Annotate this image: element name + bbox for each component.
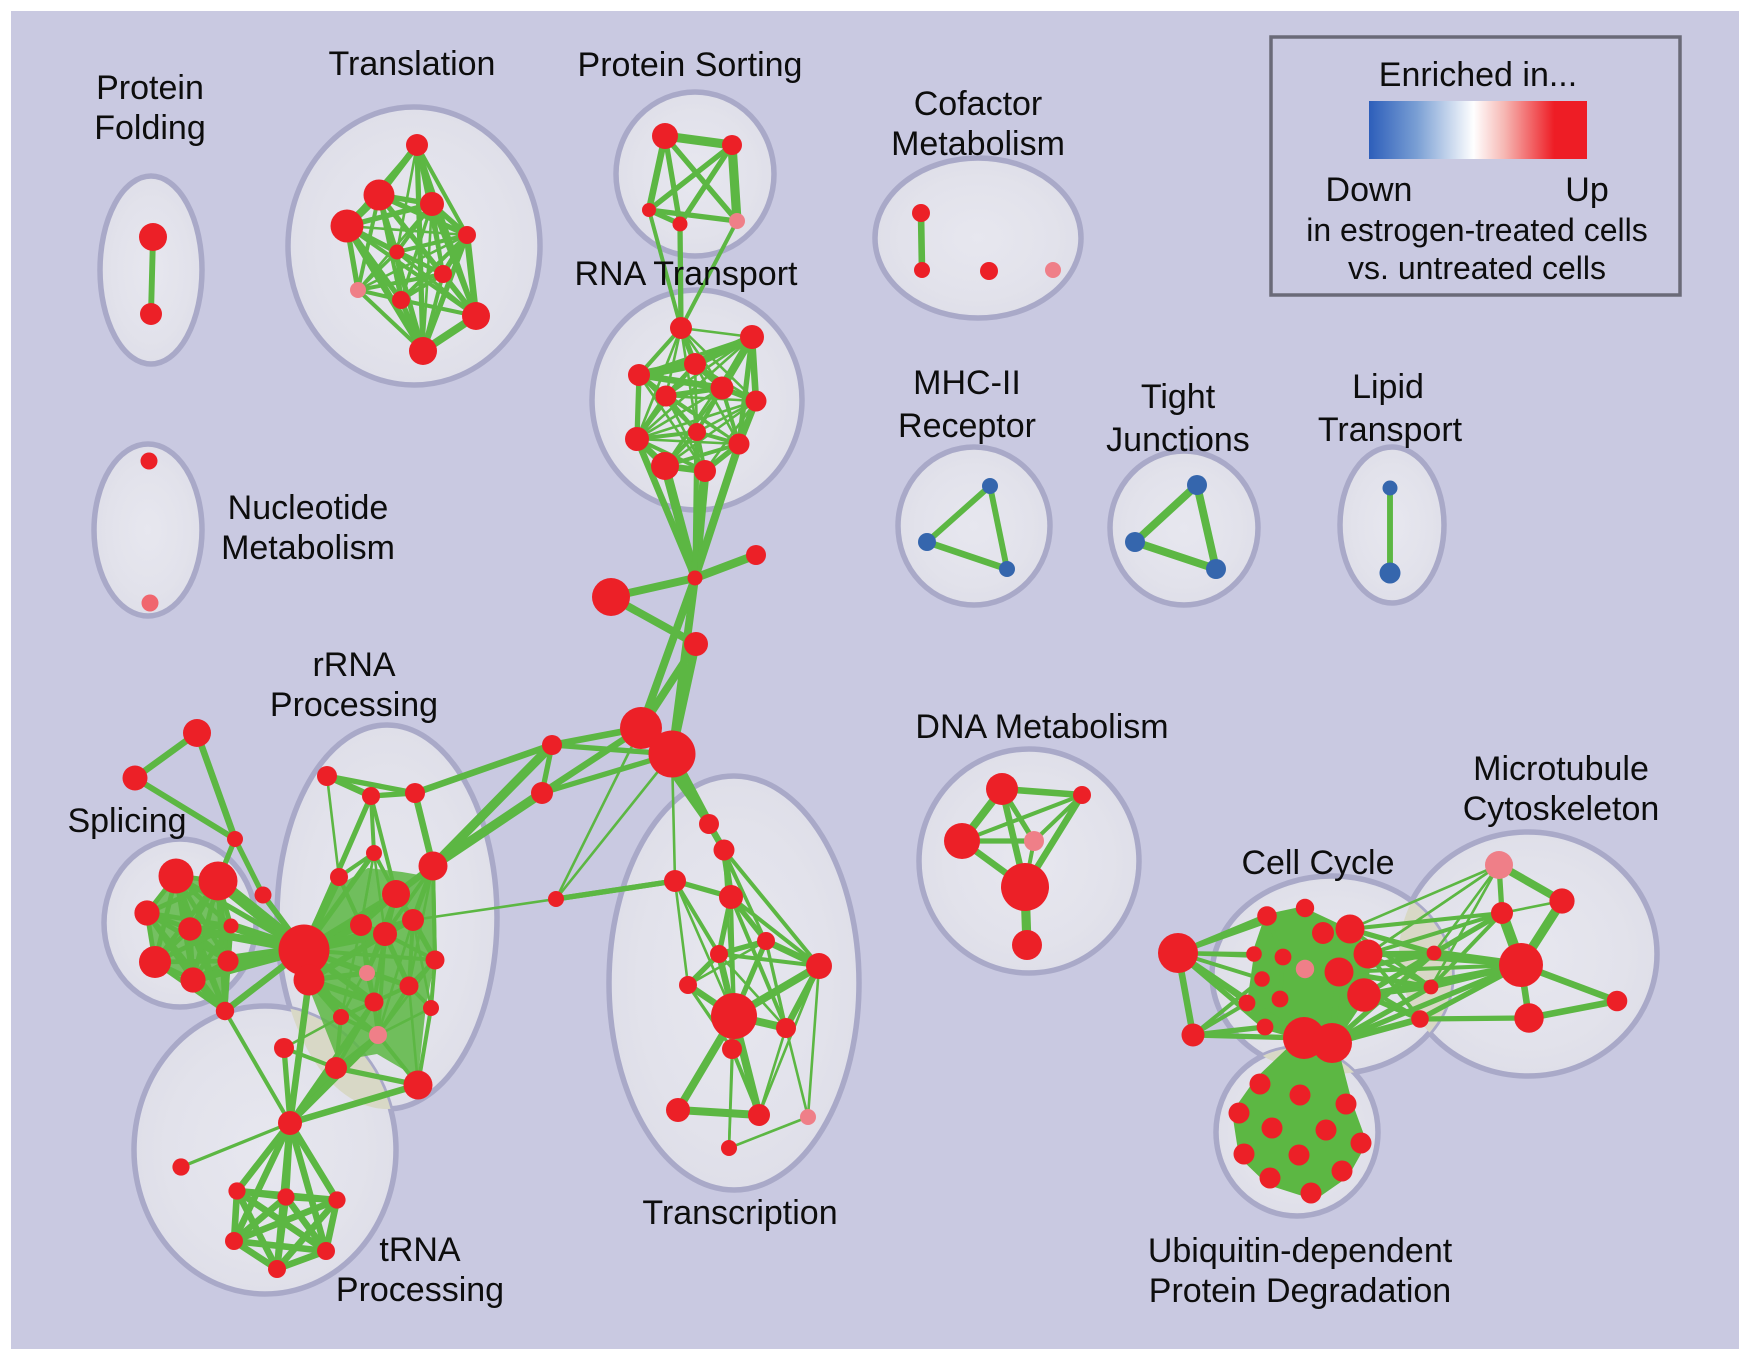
svg-text:Processing: Processing bbox=[270, 686, 438, 724]
svg-text:Cofactor: Cofactor bbox=[914, 85, 1043, 123]
svg-text:MHC-II: MHC-II bbox=[913, 364, 1021, 402]
svg-text:Protein Sorting: Protein Sorting bbox=[578, 46, 803, 84]
svg-text:Metabolism: Metabolism bbox=[221, 529, 395, 567]
svg-text:in estrogen-treated cells: in estrogen-treated cells bbox=[1306, 212, 1648, 248]
svg-text:RNA Transport: RNA Transport bbox=[575, 255, 799, 293]
svg-text:Junctions: Junctions bbox=[1106, 421, 1250, 459]
svg-text:Microtubule: Microtubule bbox=[1473, 750, 1649, 788]
svg-text:Metabolism: Metabolism bbox=[891, 125, 1065, 163]
svg-text:Splicing: Splicing bbox=[67, 802, 186, 840]
svg-text:Ubiquitin-dependent: Ubiquitin-dependent bbox=[1148, 1232, 1453, 1270]
svg-text:Down: Down bbox=[1326, 171, 1413, 209]
svg-text:vs. untreated cells: vs. untreated cells bbox=[1348, 250, 1606, 286]
svg-text:Receptor: Receptor bbox=[898, 407, 1036, 445]
svg-text:Lipid: Lipid bbox=[1352, 368, 1424, 406]
svg-text:Protein: Protein bbox=[96, 69, 204, 107]
svg-text:Transcription: Transcription bbox=[642, 1194, 837, 1232]
svg-text:rRNA: rRNA bbox=[312, 646, 395, 684]
svg-text:Translation: Translation bbox=[329, 45, 496, 83]
svg-text:tRNA: tRNA bbox=[379, 1231, 461, 1269]
svg-text:Cytoskeleton: Cytoskeleton bbox=[1463, 790, 1660, 828]
svg-text:Processing: Processing bbox=[336, 1271, 504, 1309]
svg-text:DNA Metabolism: DNA Metabolism bbox=[915, 708, 1168, 746]
svg-text:Transport: Transport bbox=[1318, 411, 1463, 449]
svg-text:Cell Cycle: Cell Cycle bbox=[1241, 844, 1394, 882]
svg-text:Enriched in...: Enriched in... bbox=[1379, 56, 1577, 94]
svg-text:Nucleotide: Nucleotide bbox=[228, 489, 389, 527]
svg-text:Up: Up bbox=[1565, 171, 1608, 209]
svg-text:Tight: Tight bbox=[1141, 378, 1216, 416]
svg-text:Folding: Folding bbox=[94, 109, 206, 147]
svg-text:Protein Degradation: Protein Degradation bbox=[1149, 1272, 1451, 1310]
